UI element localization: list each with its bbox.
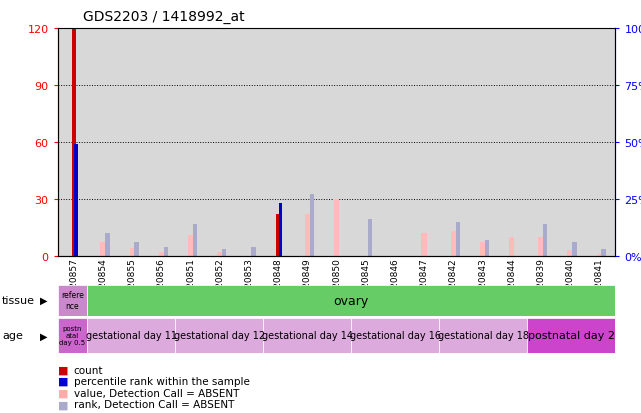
Bar xyxy=(538,237,544,256)
Bar xyxy=(105,233,110,256)
Bar xyxy=(480,243,485,256)
Bar xyxy=(217,252,222,256)
Bar xyxy=(601,249,606,256)
Bar xyxy=(188,235,193,256)
Text: GDS2203 / 1418992_at: GDS2203 / 1418992_at xyxy=(83,10,245,24)
Text: refere
nce: refere nce xyxy=(61,291,84,310)
Text: gestational day 12: gestational day 12 xyxy=(174,330,265,341)
Text: ■: ■ xyxy=(58,365,68,375)
Bar xyxy=(310,195,314,256)
Bar xyxy=(193,224,197,256)
Bar xyxy=(485,240,489,256)
Text: percentile rank within the sample: percentile rank within the sample xyxy=(74,376,249,386)
Bar xyxy=(251,247,256,256)
Bar xyxy=(351,318,439,353)
Text: age: age xyxy=(2,330,23,341)
Bar xyxy=(456,222,460,256)
Bar xyxy=(163,247,168,256)
Bar xyxy=(74,145,78,256)
Bar xyxy=(276,214,280,256)
Text: count: count xyxy=(74,365,103,375)
Bar xyxy=(334,199,339,256)
Text: rank, Detection Call = ABSENT: rank, Detection Call = ABSENT xyxy=(74,399,234,409)
Bar xyxy=(304,214,310,256)
Text: ▶: ▶ xyxy=(40,330,48,341)
Bar xyxy=(263,318,351,353)
Bar xyxy=(101,243,106,256)
Bar xyxy=(279,204,282,256)
Bar xyxy=(58,285,87,316)
Bar xyxy=(439,318,528,353)
Bar xyxy=(87,318,175,353)
Text: tissue: tissue xyxy=(2,295,35,306)
Text: gestational day 16: gestational day 16 xyxy=(350,330,441,341)
Bar xyxy=(543,224,547,256)
Bar xyxy=(135,242,138,256)
Bar xyxy=(58,318,87,353)
Bar xyxy=(129,249,135,256)
Bar xyxy=(422,233,427,256)
Text: value, Detection Call = ABSENT: value, Detection Call = ABSENT xyxy=(74,388,239,398)
Text: ovary: ovary xyxy=(333,294,369,307)
Bar xyxy=(222,249,226,256)
Bar xyxy=(597,254,602,256)
Text: postn
atal
day 0.5: postn atal day 0.5 xyxy=(60,325,85,346)
Text: gestational day 11: gestational day 11 xyxy=(85,330,176,341)
Bar xyxy=(368,220,372,256)
Text: gestational day 18: gestational day 18 xyxy=(438,330,529,341)
Bar xyxy=(528,318,615,353)
Bar xyxy=(159,252,164,256)
Text: ■: ■ xyxy=(58,388,68,398)
Bar xyxy=(567,250,572,256)
Bar xyxy=(509,237,514,256)
Text: ▶: ▶ xyxy=(40,295,48,306)
Text: postnatal day 2: postnatal day 2 xyxy=(528,330,615,341)
Bar xyxy=(572,242,577,256)
Bar xyxy=(175,318,263,353)
Text: gestational day 14: gestational day 14 xyxy=(262,330,353,341)
Bar xyxy=(451,231,456,256)
Text: ■: ■ xyxy=(58,376,68,386)
Bar xyxy=(72,29,76,256)
Text: ■: ■ xyxy=(58,399,68,409)
